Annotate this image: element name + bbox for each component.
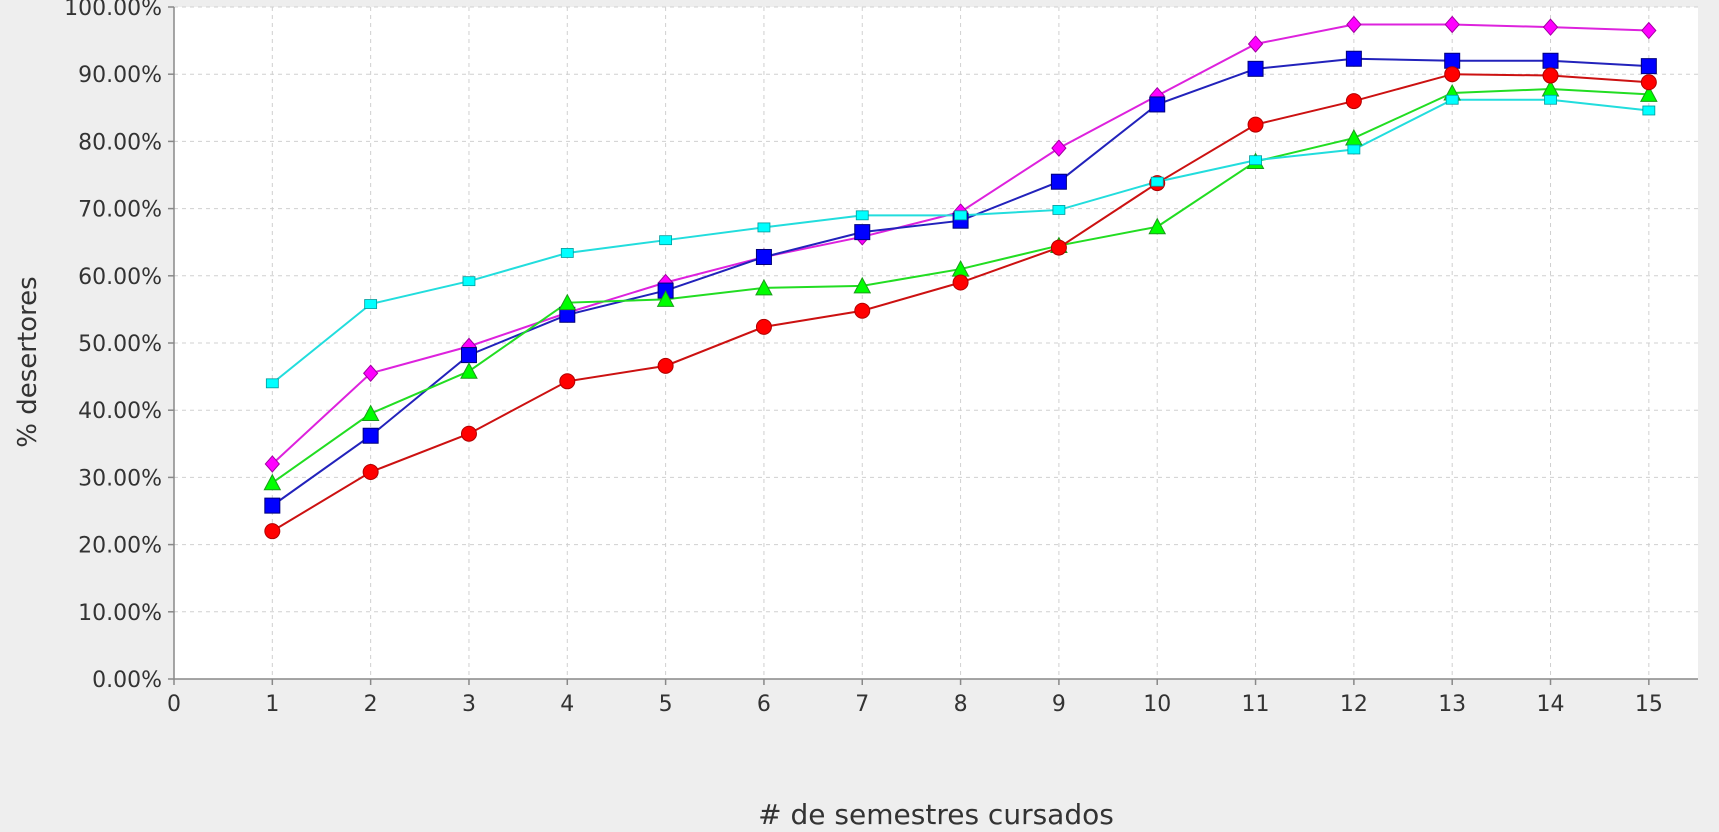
data-point-square xyxy=(1444,52,1461,69)
y-tick-label: 10.00% xyxy=(78,601,162,626)
data-point-small-square xyxy=(659,235,673,246)
data-point-diamond xyxy=(1346,15,1362,34)
x-tick-label: 12 xyxy=(1340,692,1368,717)
data-point-circle xyxy=(1050,239,1067,256)
data-point-circle xyxy=(952,274,969,291)
data-point-triangle xyxy=(656,290,675,307)
x-tick-label: 4 xyxy=(560,692,574,717)
data-point-circle xyxy=(854,302,871,319)
data-point-square xyxy=(1640,58,1657,75)
data-point-square xyxy=(1050,173,1067,190)
data-point-small-square xyxy=(265,378,279,389)
data-point-diamond xyxy=(264,455,280,473)
x-tick-label: 8 xyxy=(954,692,968,717)
x-axis-label: # de semestres cursados xyxy=(758,798,1114,828)
data-point-triangle xyxy=(263,473,282,491)
data-point-small-square xyxy=(1544,94,1557,105)
data-point-square xyxy=(264,497,281,514)
y-axis-label: % desertores xyxy=(13,276,43,447)
y-tick-label: 100.00% xyxy=(64,0,162,21)
y-tick-label: 30.00% xyxy=(78,466,162,491)
data-point-small-square xyxy=(1249,155,1262,166)
data-point-triangle xyxy=(361,404,380,422)
x-tick-label: 15 xyxy=(1635,692,1663,717)
y-tick-label: 80.00% xyxy=(78,130,162,155)
data-point-circle xyxy=(1542,67,1559,84)
x-tick-label: 13 xyxy=(1438,692,1466,717)
data-point-diamond xyxy=(1247,35,1264,53)
data-point-diamond xyxy=(1444,15,1460,34)
data-point-diamond xyxy=(362,364,379,382)
y-tick-label: 90.00% xyxy=(78,63,162,88)
data-point-circle xyxy=(1640,74,1657,91)
data-point-square xyxy=(1247,60,1264,77)
y-tick-label: 40.00% xyxy=(78,399,162,424)
data-point-small-square xyxy=(560,248,574,258)
x-tick-label: 6 xyxy=(757,692,771,717)
data-point-small-square xyxy=(855,210,869,221)
data-point-diamond xyxy=(1641,21,1657,40)
data-point-square xyxy=(755,248,772,265)
data-point-circle xyxy=(460,425,477,442)
x-tick-label: 14 xyxy=(1537,692,1565,717)
data-point-triangle xyxy=(1640,85,1658,102)
x-tick-label: 5 xyxy=(659,692,673,717)
y-tick-label: 70.00% xyxy=(78,198,162,223)
data-point-triangle xyxy=(460,362,478,379)
x-tick-label: 10 xyxy=(1143,692,1171,717)
data-point-small-square xyxy=(1642,105,1656,116)
x-tick-label: 7 xyxy=(855,692,869,717)
data-point-small-square xyxy=(757,222,771,233)
data-point-triangle xyxy=(558,293,577,311)
data-point-small-square xyxy=(1150,176,1164,187)
series-markers xyxy=(263,15,1658,540)
data-point-square xyxy=(362,427,379,444)
y-tick-label: 50.00% xyxy=(78,332,162,357)
data-point-small-square xyxy=(954,210,967,221)
data-point-diamond xyxy=(1051,139,1067,157)
data-point-diamond xyxy=(1542,18,1559,36)
data-point-circle xyxy=(1247,116,1264,133)
tick-labels: 0.00% 10.00% 20.00% 30.00% 40.00% 50.00% 60.00… xyxy=(64,0,1663,717)
data-point-circle xyxy=(559,373,576,390)
y-tick-label: 60.00% xyxy=(78,265,162,290)
data-point-triangle xyxy=(853,276,872,294)
x-tick-label: 1 xyxy=(265,692,279,717)
data-point-square xyxy=(1542,52,1559,69)
data-point-small-square xyxy=(364,299,378,309)
data-point-circle xyxy=(362,464,379,481)
x-tick-label: 11 xyxy=(1242,692,1270,717)
x-tick-label: 9 xyxy=(1052,692,1066,717)
data-point-small-square xyxy=(1347,144,1361,155)
data-point-circle xyxy=(755,318,772,335)
data-point-small-square xyxy=(1052,205,1066,215)
y-tick-label: 20.00% xyxy=(78,534,162,559)
data-point-small-square xyxy=(1445,94,1459,105)
data-point-triangle xyxy=(755,278,773,296)
data-point-small-square xyxy=(462,276,476,287)
x-tick-label: 3 xyxy=(462,692,476,717)
data-point-circle xyxy=(1345,93,1362,110)
data-point-circle xyxy=(1444,66,1461,83)
gridlines xyxy=(174,6,1698,679)
data-point-circle xyxy=(657,357,674,374)
x-tick-label: 0 xyxy=(167,692,181,717)
x-tick-label: 2 xyxy=(364,692,378,717)
data-point-square xyxy=(1345,50,1362,67)
data-point-triangle xyxy=(1148,217,1167,235)
data-point-circle xyxy=(264,523,281,540)
data-point-square xyxy=(854,224,871,241)
data-point-square xyxy=(1149,96,1166,113)
data-point-square xyxy=(460,347,477,364)
y-tick-label: 0.00% xyxy=(92,668,162,693)
